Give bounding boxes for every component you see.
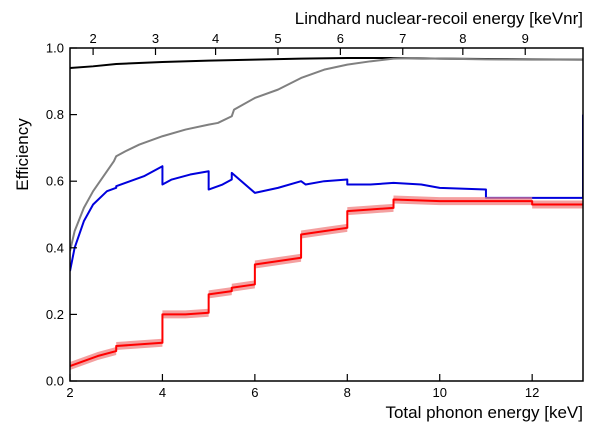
y-axis-label: Efficiency (13, 118, 32, 191)
top-axis-label: Lindhard nuclear-recoil energy [keVnr] (295, 9, 583, 28)
series-2-line (70, 114, 583, 272)
y-tick-label: 0.6 (46, 174, 64, 189)
y-tick-label: 1.0 (46, 41, 64, 56)
series-1-line (70, 56, 583, 252)
x-tick-label: 8 (344, 385, 351, 400)
axes: 2 4 6 8 10 12 0.0 0.2 0.4 0.6 0.8 1.0 2 3 4 5 6 7 8 9 (46, 31, 539, 400)
x-tick-label: 6 (251, 385, 258, 400)
x-tick-label: 12 (525, 385, 539, 400)
y-tick-label: 0.8 (46, 107, 64, 122)
x-tick-label: 10 (432, 385, 446, 400)
top-tick-label: 8 (459, 31, 466, 46)
top-tick-label: 3 (152, 31, 159, 46)
x-axis-label: Total phonon energy [keV] (385, 403, 583, 422)
top-tick-label: 2 (89, 31, 96, 46)
x-tick-label: 2 (66, 385, 73, 400)
y-tick-label: 0.4 (46, 240, 64, 255)
top-tick-label: 7 (399, 31, 406, 46)
x-tick-label: 4 (159, 385, 166, 400)
y-tick-label: 0.2 (46, 307, 64, 322)
top-tick-label: 4 (212, 31, 219, 46)
y-tick-label: 0.0 (46, 374, 64, 389)
plot-frame (69, 47, 584, 382)
top-tick-label: 5 (274, 31, 281, 46)
plot-area (70, 56, 583, 371)
top-tick-label: 6 (337, 31, 344, 46)
top-tick-label: 9 (522, 31, 529, 46)
series-3-line (70, 198, 583, 367)
